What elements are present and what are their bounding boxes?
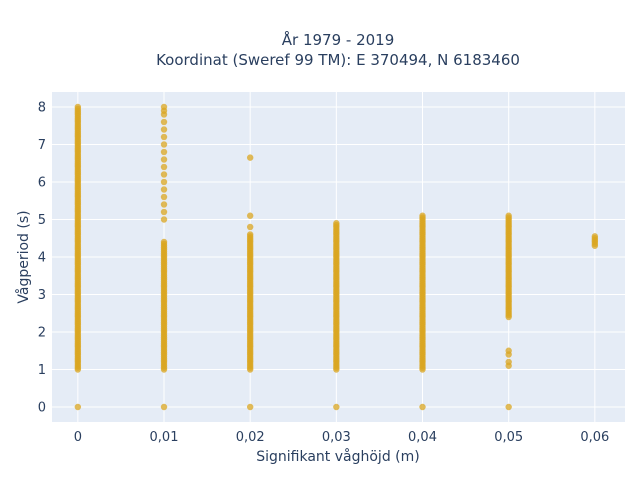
data-point (160, 186, 168, 193)
data-point (160, 171, 168, 178)
x-tick-label: 0 (74, 430, 82, 445)
data-point (505, 212, 512, 219)
y-axis-label: Vågperiod (s) (15, 210, 32, 303)
data-point (160, 148, 168, 156)
data-point (160, 201, 168, 208)
y-tick-label: 6 (38, 176, 46, 191)
data-point (505, 403, 512, 411)
y-axis-ticks: 0 1 2 3 4 5 6 7 8 (38, 101, 46, 416)
data-point (160, 403, 168, 411)
data-point (160, 118, 168, 126)
data-point (246, 154, 254, 161)
y-tick-label: 4 (38, 251, 46, 266)
x-tick-label: 0,05 (494, 430, 523, 445)
y-tick-label: 1 (38, 363, 46, 378)
data-point (160, 133, 168, 141)
data-point (333, 220, 340, 227)
data-point (333, 403, 340, 411)
y-tick-label: 0 (38, 401, 46, 416)
data-point (160, 126, 168, 133)
data-point (160, 193, 168, 201)
y-tick-label: 3 (38, 288, 46, 303)
x-tick-label: 0,01 (150, 430, 179, 445)
data-point (160, 141, 168, 148)
data-point (246, 223, 254, 231)
x-tick-label: 0,06 (580, 430, 609, 445)
chart-title-line2: Koordinat (Sweref 99 TM): E 370494, N 61… (156, 51, 520, 69)
x-tick-label: 0,04 (408, 430, 437, 445)
data-point (246, 212, 254, 219)
data-point (246, 403, 254, 411)
data-point (591, 233, 599, 240)
data-point (160, 216, 168, 223)
data-point (505, 347, 512, 354)
data-point (246, 231, 254, 238)
data-point (419, 212, 426, 219)
x-tick-label: 0,02 (236, 430, 265, 445)
data-point (160, 163, 168, 171)
data-points (74, 103, 599, 411)
data-point (160, 208, 168, 216)
x-tick-label: 0,03 (322, 430, 351, 445)
y-tick-label: 7 (38, 138, 46, 153)
data-point (160, 238, 168, 246)
data-point (74, 403, 82, 411)
y-tick-label: 8 (38, 101, 46, 116)
chart-title-line1: År 1979 - 2019 (282, 30, 395, 49)
data-point (160, 103, 168, 111)
y-tick-label: 2 (38, 326, 46, 341)
data-point (160, 156, 168, 163)
data-point (419, 403, 426, 411)
y-tick-label: 5 (38, 213, 46, 228)
x-axis-label: Signifikant våghöjd (m) (256, 448, 419, 465)
data-point (74, 103, 82, 111)
x-axis-ticks: 0 0,01 0,02 0,03 0,04 0,05 0,06 (74, 430, 610, 445)
data-point (505, 358, 512, 366)
data-point (160, 178, 168, 186)
